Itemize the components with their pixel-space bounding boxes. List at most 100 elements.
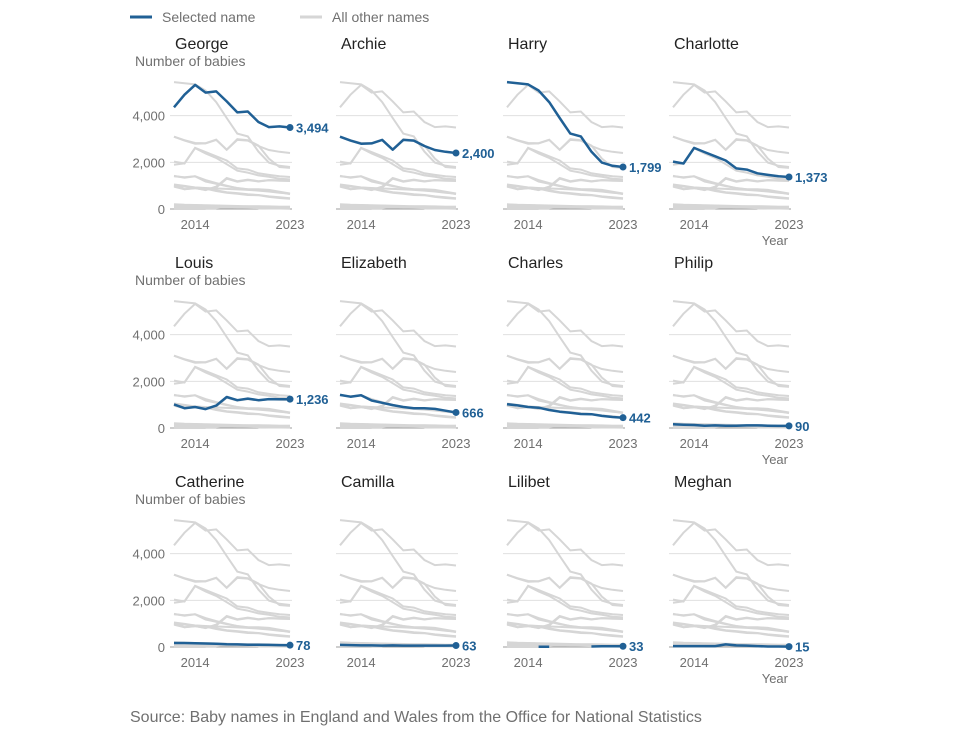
x-tick-label: 2014 <box>347 436 376 451</box>
background-line <box>339 174 457 195</box>
background-line <box>506 302 624 348</box>
panel-harry: 1,799 Harry 2014 2023 <box>503 36 662 232</box>
background-line <box>173 302 291 348</box>
end-point <box>619 414 627 422</box>
background-line <box>339 584 457 616</box>
x-tick-label: 2014 <box>514 655 543 670</box>
background-line <box>506 519 624 606</box>
background-line <box>672 365 790 397</box>
background-line <box>339 521 457 567</box>
background-line <box>339 81 457 168</box>
background-line <box>339 83 457 129</box>
end-point <box>619 642 627 650</box>
end-point <box>286 395 294 403</box>
background-line <box>339 365 457 397</box>
panel-title: Harry <box>508 36 547 53</box>
end-value-label: 1,373 <box>795 170 828 185</box>
x-tick-label: 2023 <box>276 655 305 670</box>
x-tick-label: 2014 <box>181 217 210 232</box>
end-value-label: 666 <box>462 405 484 420</box>
end-point <box>785 173 793 181</box>
panel-title: Camilla <box>341 474 394 491</box>
selected-line <box>672 146 790 179</box>
selected-line <box>339 393 457 414</box>
x-tick-label: 2023 <box>609 217 638 232</box>
background-line <box>672 519 790 606</box>
selected-line <box>173 395 291 411</box>
x-tick-label: 2023 <box>609 436 638 451</box>
background-line <box>672 135 790 154</box>
selected-line <box>506 402 624 419</box>
background-line <box>506 354 624 373</box>
background-line <box>173 174 291 195</box>
x-axis-title: Year <box>762 233 789 248</box>
end-point <box>452 642 460 650</box>
x-axis-title: Year <box>762 452 789 467</box>
y-tick-label: 4,000 <box>132 328 165 343</box>
x-tick-label: 2023 <box>775 436 804 451</box>
background-line <box>173 519 291 606</box>
background-line <box>173 573 291 592</box>
selected-line <box>506 80 624 169</box>
background-line <box>173 354 291 373</box>
end-point <box>286 641 294 649</box>
background-line <box>339 573 457 592</box>
x-tick-label: 2023 <box>276 217 305 232</box>
x-tick-label: 2023 <box>442 217 471 232</box>
background-line <box>173 622 291 638</box>
x-tick-label: 2014 <box>181 655 210 670</box>
background-line <box>173 81 291 168</box>
background-line <box>673 205 790 210</box>
y-tick-label: 2,000 <box>132 155 165 170</box>
end-value-label: 2,400 <box>462 146 495 161</box>
end-value-label: 1,799 <box>629 160 662 175</box>
x-tick-label: 2014 <box>680 655 709 670</box>
x-tick-label: 2023 <box>775 655 804 670</box>
y-tick-label: 2,000 <box>132 374 165 389</box>
selected-line <box>173 83 291 129</box>
background-line <box>506 573 624 592</box>
background-line <box>339 403 457 419</box>
background-line <box>506 83 624 129</box>
background-line <box>339 302 457 348</box>
background-line <box>672 174 790 195</box>
panel-lilibet: 33 Lilibet 2014 2023 <box>503 474 643 670</box>
end-point <box>785 422 793 430</box>
background-line <box>506 622 624 638</box>
panel-title: Lilibet <box>508 474 550 491</box>
background-line <box>339 146 457 178</box>
x-tick-label: 2023 <box>442 655 471 670</box>
background-line <box>506 184 624 200</box>
panel-archie: 2,400 Archie 2014 2023 <box>336 36 495 232</box>
source-note: Source: Baby names in England and Wales … <box>130 709 702 726</box>
background-line <box>340 424 457 429</box>
background-line <box>672 354 790 373</box>
background-line <box>339 354 457 373</box>
background-line <box>506 584 624 616</box>
y-axis-title: Number of babies <box>135 53 246 69</box>
background-line <box>339 300 457 387</box>
selected-line <box>673 643 790 648</box>
panel-title: Archie <box>341 36 386 53</box>
end-value-label: 33 <box>629 639 643 654</box>
background-line <box>672 584 790 616</box>
end-point <box>785 643 793 651</box>
legend-others-label: All other names <box>332 9 429 25</box>
x-tick-label: 2023 <box>775 217 804 232</box>
background-line <box>173 393 291 414</box>
background-line <box>506 146 624 178</box>
end-point <box>452 149 460 157</box>
background-line <box>506 393 624 414</box>
x-tick-label: 2023 <box>442 436 471 451</box>
panel-title: George <box>175 36 228 53</box>
end-value-label: 15 <box>795 640 809 655</box>
background-line <box>672 393 790 414</box>
x-tick-label: 2014 <box>347 217 376 232</box>
background-line <box>672 612 790 633</box>
